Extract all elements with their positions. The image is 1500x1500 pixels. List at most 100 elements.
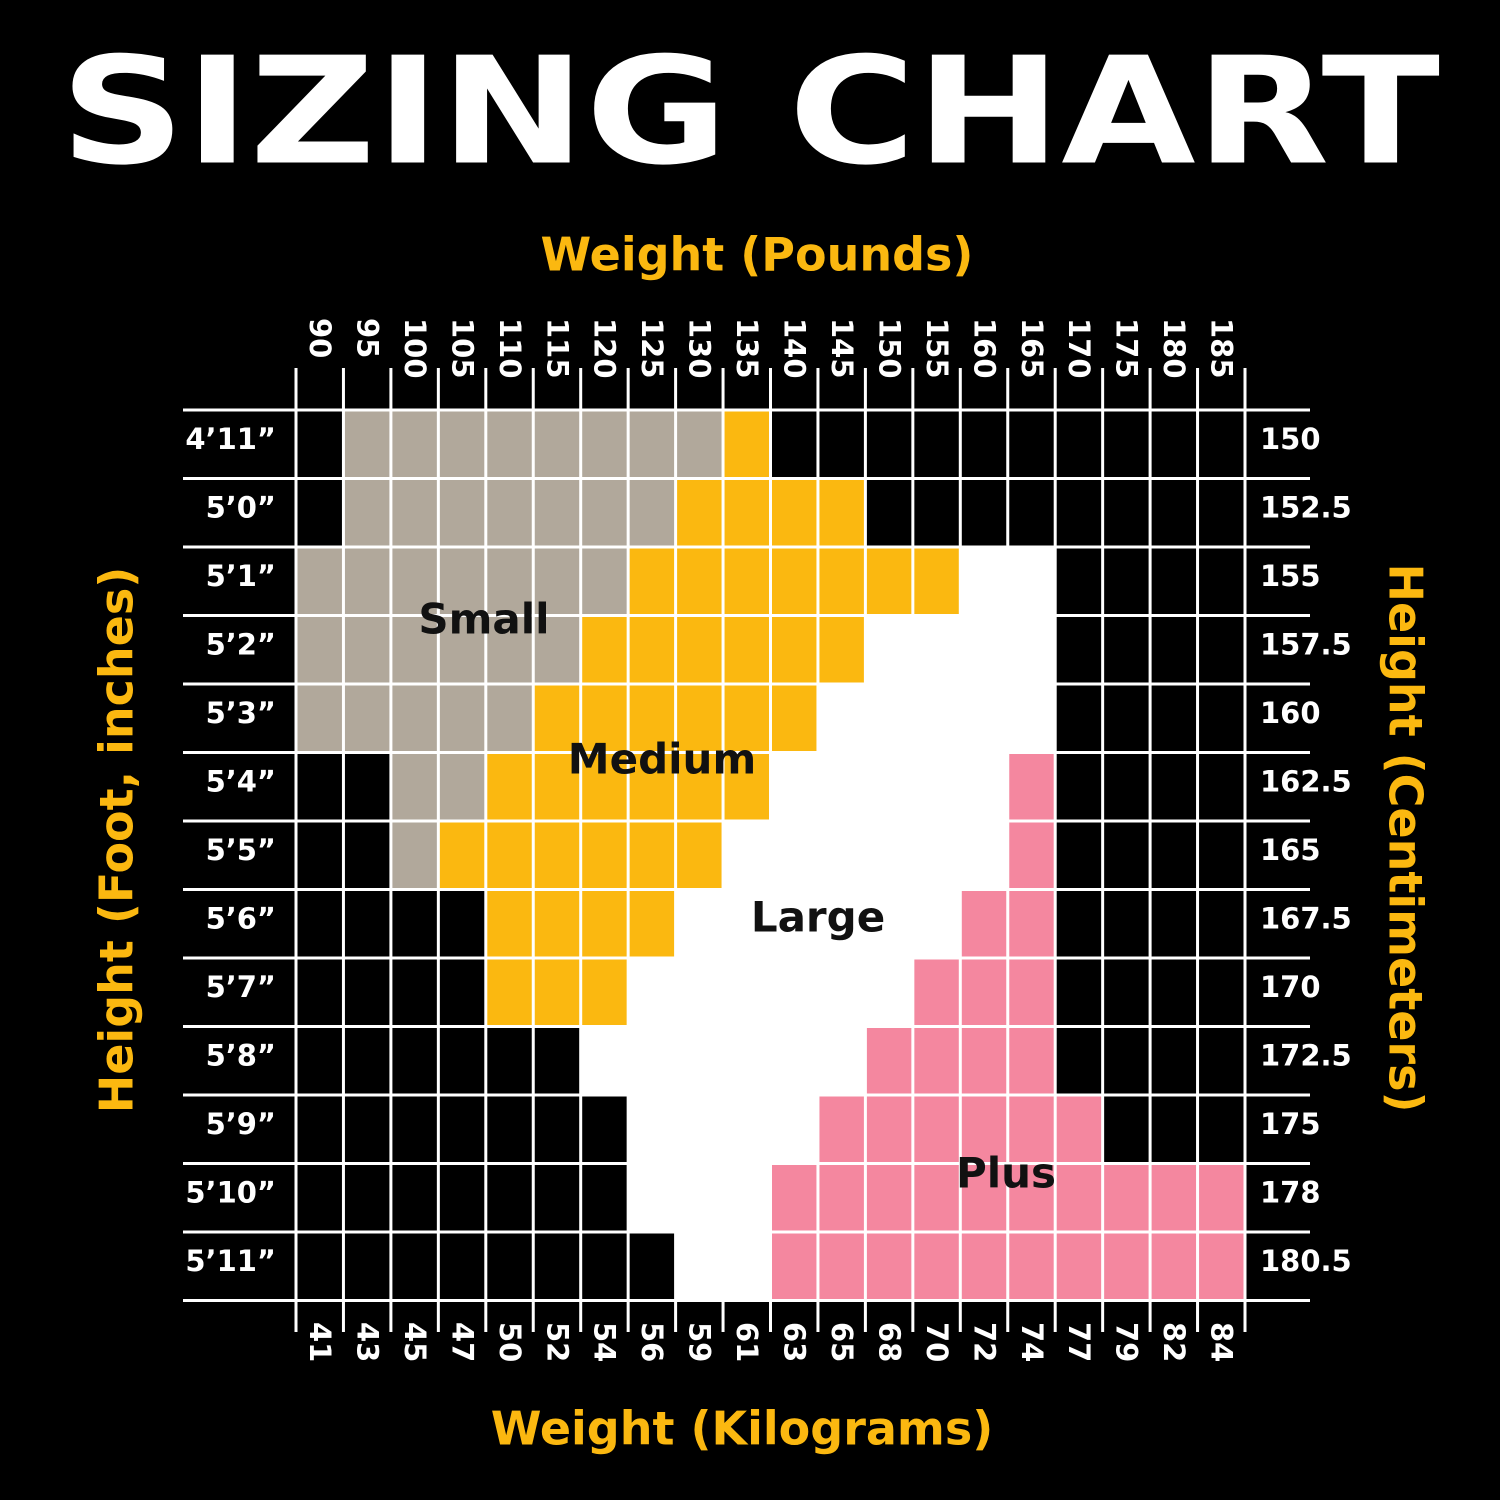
size-cell	[1007, 752, 1056, 821]
size-cell	[1007, 1163, 1056, 1232]
size-cell	[912, 958, 961, 1027]
size-cell	[675, 889, 724, 958]
size-cell	[675, 478, 724, 547]
kilogram-label: 56	[635, 1322, 669, 1362]
pound-label: 100	[398, 318, 432, 379]
size-cell	[817, 889, 866, 958]
size-cell	[628, 752, 676, 821]
size-cell	[865, 615, 913, 684]
size-cell	[628, 1026, 676, 1095]
kilogram-label: 79	[1110, 1322, 1144, 1362]
kilogram-label: 45	[398, 1322, 432, 1362]
size-cell	[770, 615, 818, 684]
size-cell	[912, 684, 961, 753]
pound-label: 170	[1062, 318, 1096, 379]
size-cell	[723, 615, 771, 684]
size-cell	[770, 1232, 818, 1301]
size-cell	[580, 889, 629, 958]
size-cell	[865, 889, 913, 958]
height-cm-label: 172.5	[1260, 1038, 1352, 1072]
size-cell	[865, 547, 913, 616]
size-cell	[675, 547, 724, 616]
kilogram-label: 77	[1062, 1322, 1096, 1362]
height-ft-label: 5’3”	[206, 696, 276, 730]
height-cm-label: 150	[1260, 422, 1321, 456]
size-cell	[533, 478, 581, 547]
size-cell	[1102, 1163, 1151, 1232]
size-cell	[296, 684, 344, 753]
size-cell	[675, 1026, 724, 1095]
pound-label: 110	[493, 318, 527, 379]
size-cell	[485, 615, 534, 684]
size-cell	[723, 1163, 771, 1232]
pound-label: 135	[730, 318, 764, 379]
size-cell	[770, 684, 818, 753]
size-cell	[1007, 1095, 1056, 1164]
size-cell	[343, 410, 391, 479]
size-cell	[723, 889, 771, 958]
size-cell	[485, 958, 534, 1027]
size-cell	[770, 752, 818, 821]
size-cell	[580, 410, 629, 479]
size-cell	[533, 615, 581, 684]
size-cell	[485, 684, 534, 753]
size-cell	[390, 615, 439, 684]
height-ft-label: 5’6”	[206, 901, 276, 935]
size-cell	[865, 752, 913, 821]
size-cell	[628, 1095, 676, 1164]
height-cm-label: 170	[1260, 970, 1321, 1004]
kilogram-label: 84	[1205, 1322, 1239, 1362]
kilogram-label: 68	[872, 1322, 906, 1362]
size-cell	[675, 821, 724, 890]
height-cm-label: 178	[1260, 1175, 1321, 1209]
kilogram-label: 47	[445, 1322, 479, 1362]
size-cell	[960, 752, 1008, 821]
size-cell	[912, 615, 961, 684]
size-cell	[770, 1026, 818, 1095]
size-cell	[580, 547, 629, 616]
size-cell	[628, 410, 676, 479]
size-cell	[817, 684, 866, 753]
size-cell	[723, 547, 771, 616]
size-cell	[723, 684, 771, 753]
pound-label: 185	[1205, 318, 1239, 379]
size-cell	[628, 615, 676, 684]
size-cell	[533, 958, 581, 1027]
size-cell	[628, 889, 676, 958]
size-cell	[770, 1095, 818, 1164]
size-cell	[390, 478, 439, 547]
grid-lines	[183, 368, 1310, 1332]
size-cell	[628, 684, 676, 753]
size-cell	[343, 615, 391, 684]
size-cell	[960, 684, 1008, 753]
size-cell	[817, 478, 866, 547]
size-cell	[1197, 1163, 1245, 1232]
height-cm-label: 165	[1260, 833, 1321, 867]
size-cell	[390, 410, 439, 479]
size-cell	[580, 615, 629, 684]
size-cell	[960, 615, 1008, 684]
size-cell	[1007, 821, 1056, 890]
size-cell	[723, 1232, 771, 1301]
size-cell	[675, 752, 724, 821]
labels: 90 95 100 105 110 115 120 125 130 135 140 145 150 155…	[185, 318, 1351, 1362]
size-cell	[1055, 1095, 1103, 1164]
size-cell	[438, 684, 486, 753]
height-ft-label: 4’11”	[185, 422, 276, 456]
kilogram-label: 52	[540, 1322, 574, 1362]
size-cell	[817, 1095, 866, 1164]
pound-label: 160	[967, 318, 1001, 379]
size-cell	[675, 1163, 724, 1232]
size-cell	[960, 547, 1008, 616]
size-cell	[485, 478, 534, 547]
size-cell	[960, 1095, 1008, 1164]
size-cell	[485, 547, 534, 616]
kilogram-label: 72	[967, 1322, 1001, 1362]
height-ft-label: 5’9”	[206, 1107, 276, 1141]
size-cell	[912, 547, 961, 616]
size-cell	[675, 410, 724, 479]
kilogram-label: 41	[303, 1322, 337, 1362]
size-cell	[1150, 1232, 1198, 1301]
kilogram-label: 43	[350, 1322, 384, 1362]
